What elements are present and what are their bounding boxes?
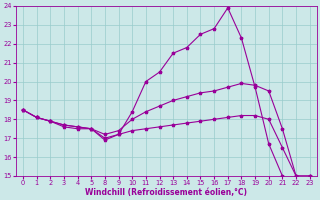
X-axis label: Windchill (Refroidissement éolien,°C): Windchill (Refroidissement éolien,°C) — [85, 188, 247, 197]
